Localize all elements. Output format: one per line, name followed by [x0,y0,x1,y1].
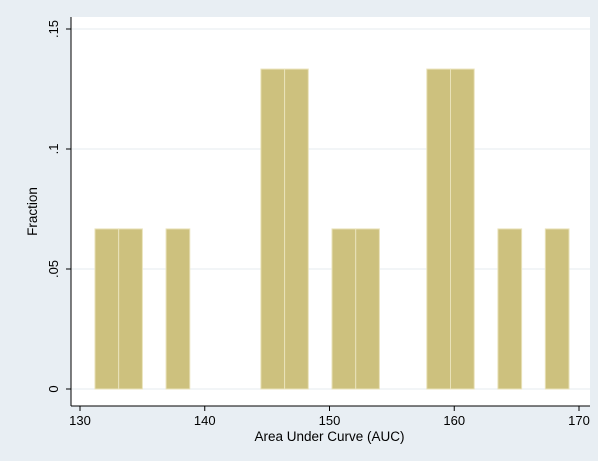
x-tick-label: 140 [194,413,216,428]
y-tick-label: .1 [46,144,61,155]
y-tick-label: 0 [46,385,61,392]
bar-8 [450,68,475,390]
bar-9 [497,228,523,390]
bar-2 [165,228,191,390]
bar-1 [118,228,143,390]
bar-7 [426,68,452,390]
ticks: 0 .05 .1 .15 130 140 150 160 170 [46,20,590,428]
axes [70,17,590,407]
x-tick-label: 160 [443,413,465,428]
x-tick-label: 130 [69,413,91,428]
x-tick-label: 150 [319,413,341,428]
bar-6 [355,228,380,390]
y-tick-label: .05 [46,260,61,278]
bar-10 [544,228,570,390]
y-axis-title: Fraction [25,187,40,236]
bar-4 [284,68,309,390]
bar-3 [260,68,286,390]
y-tick-label: .15 [46,20,61,38]
x-axis-title: Area Under Curve (AUC) [254,429,404,444]
bars [94,68,570,390]
bar-5 [331,228,357,390]
x-tick-label: 170 [568,413,590,428]
bar-0 [94,228,120,390]
